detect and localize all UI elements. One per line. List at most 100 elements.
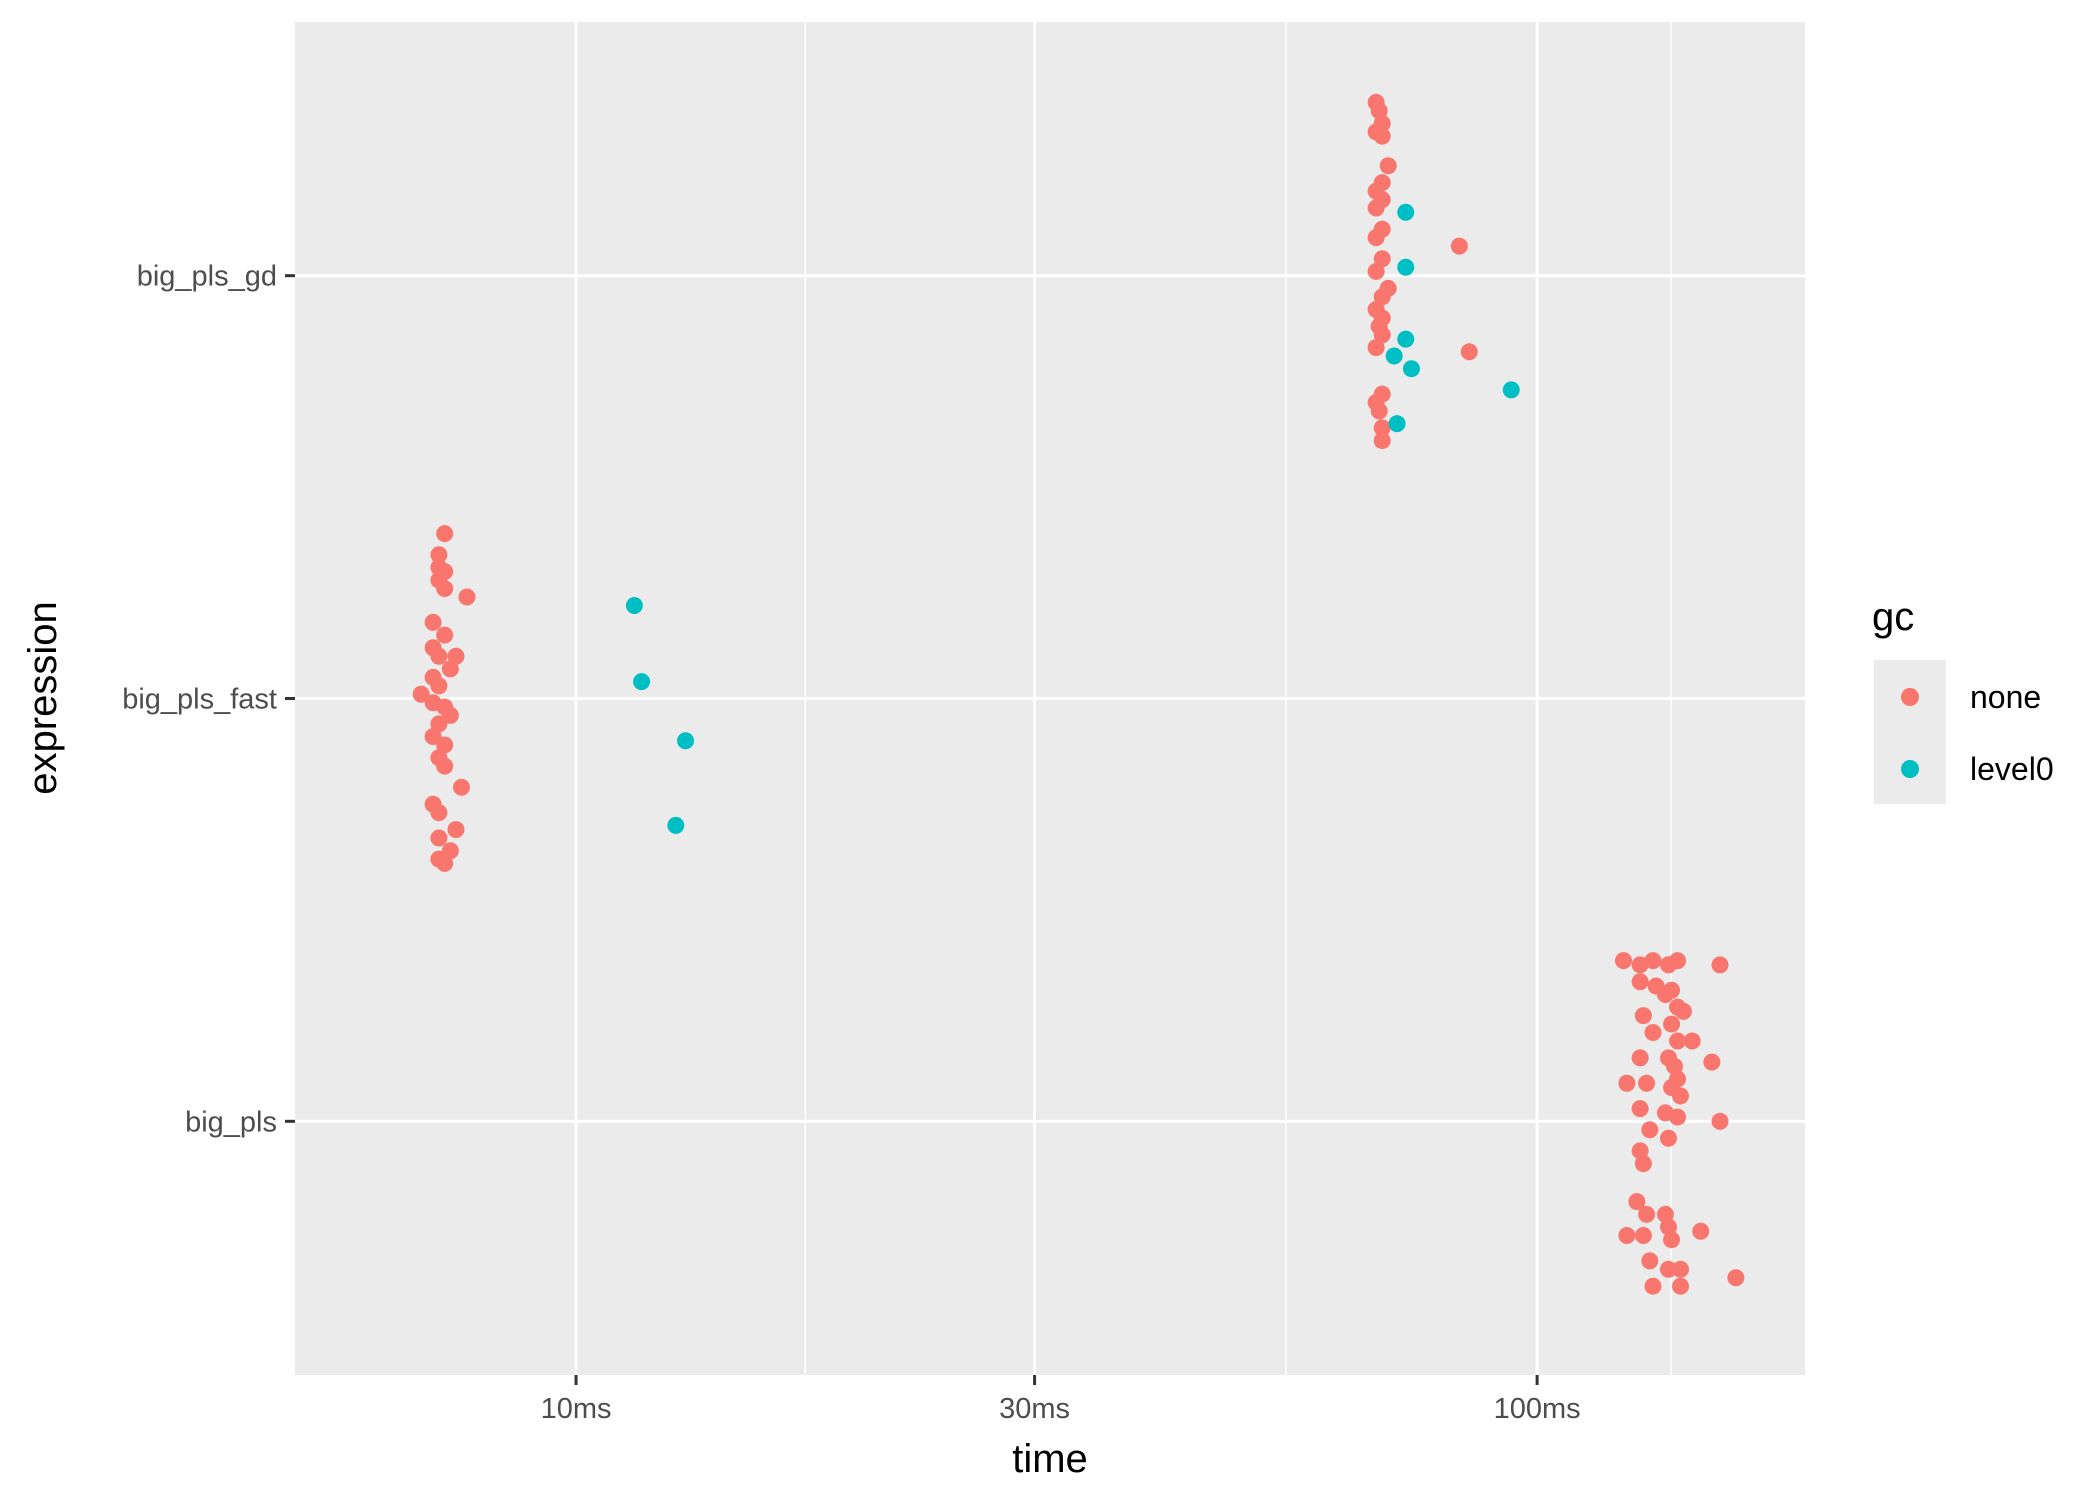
data-point-level0 xyxy=(1397,203,1415,221)
data-point-none xyxy=(1641,1252,1659,1270)
data-point-none xyxy=(1659,1129,1677,1147)
data-point-none xyxy=(436,757,454,775)
data-point-none xyxy=(1692,1222,1710,1240)
legend-key-none xyxy=(1901,688,1919,706)
data-point-none xyxy=(1450,237,1468,255)
data-point-none xyxy=(1669,1032,1687,1050)
data-point-none xyxy=(1634,1226,1652,1244)
data-point-level0 xyxy=(1397,258,1415,276)
data-point-none xyxy=(1672,1277,1690,1295)
data-point-none xyxy=(1656,1205,1674,1223)
data-point-none xyxy=(1644,952,1662,970)
data-point-none xyxy=(1666,1057,1684,1075)
data-point-none xyxy=(1460,343,1478,361)
data-point-none xyxy=(1373,419,1391,437)
data-point-none xyxy=(424,613,442,631)
data-point-none xyxy=(1631,973,1649,991)
legend-label-level0: level0 xyxy=(1970,751,2054,787)
data-point-none xyxy=(1367,339,1385,357)
data-point-none xyxy=(1373,127,1391,145)
data-point-none xyxy=(430,804,448,822)
data-point-none xyxy=(452,778,470,796)
data-point-none xyxy=(1644,1277,1662,1295)
data-point-none xyxy=(1669,952,1687,970)
data-point-none xyxy=(1631,1100,1649,1118)
data-point-none xyxy=(447,647,465,665)
y-axis-title: expression xyxy=(21,601,65,794)
data-point-none xyxy=(1373,250,1391,268)
data-point-none xyxy=(1683,1032,1701,1050)
y-tick-label: big_pls xyxy=(185,1106,277,1138)
data-point-none xyxy=(1638,1074,1656,1092)
data-point-none xyxy=(1618,1226,1636,1244)
data-point-none xyxy=(1634,1007,1652,1025)
legend-title: gc xyxy=(1872,595,1914,639)
data-point-none xyxy=(1727,1269,1745,1287)
data-point-level0 xyxy=(1397,330,1415,348)
data-point-none xyxy=(1711,956,1729,974)
data-point-level0 xyxy=(1385,347,1403,365)
data-point-none xyxy=(1711,1112,1729,1130)
data-point-none xyxy=(1674,1002,1692,1020)
legend: gc none level0 xyxy=(1872,595,2054,804)
data-point-none xyxy=(1669,1108,1687,1126)
y-tick-label: big_pls_fast xyxy=(122,684,277,716)
data-point-none xyxy=(1703,1053,1721,1071)
data-point-none xyxy=(1631,1049,1649,1067)
data-point-none xyxy=(430,546,448,564)
data-point-none xyxy=(1370,402,1388,420)
data-point-none xyxy=(1634,1155,1652,1173)
y-tick-label: big_pls_gd xyxy=(137,261,277,293)
x-tick-label: 10ms xyxy=(541,1393,612,1425)
data-point-none xyxy=(1638,1205,1656,1223)
data-point-none xyxy=(447,821,465,839)
data-point-none xyxy=(1367,229,1385,247)
data-point-none xyxy=(430,647,448,665)
data-point-none xyxy=(1656,985,1674,1003)
data-point-none xyxy=(1373,326,1391,344)
data-point-none xyxy=(441,660,459,678)
legend-key-level0 xyxy=(1901,760,1919,778)
legend-key-background xyxy=(1874,660,1946,804)
grid-lines xyxy=(295,22,1805,1375)
data-point-level0 xyxy=(1402,360,1420,378)
data-point-level0 xyxy=(677,732,695,750)
data-point-none xyxy=(1644,1024,1662,1042)
data-point-none xyxy=(430,677,448,695)
data-point-level0 xyxy=(625,596,643,614)
data-point-none xyxy=(1672,1087,1690,1105)
data-points xyxy=(412,93,1745,1295)
data-point-none xyxy=(412,685,430,703)
data-point-none xyxy=(1373,288,1391,306)
data-point-none xyxy=(1663,1231,1681,1249)
x-axis-title: time xyxy=(1012,1437,1088,1481)
data-point-none xyxy=(1659,1260,1677,1278)
data-point-none xyxy=(1367,199,1385,217)
x-axis: 10ms 30ms 100ms xyxy=(541,1375,1581,1425)
x-tick-label: 100ms xyxy=(1494,1393,1581,1425)
data-point-none xyxy=(1631,956,1649,974)
data-point-level0 xyxy=(667,816,685,834)
data-point-none xyxy=(1370,102,1388,120)
data-point-none xyxy=(1641,1121,1659,1139)
data-point-none xyxy=(436,525,454,543)
data-point-none xyxy=(1618,1074,1636,1092)
data-point-none xyxy=(1373,432,1391,450)
data-point-none xyxy=(430,715,448,733)
legend-label-none: none xyxy=(1970,679,2041,715)
data-point-none xyxy=(1628,1193,1646,1211)
data-point-none xyxy=(1663,1015,1681,1033)
data-point-none xyxy=(1672,1260,1690,1278)
data-point-none xyxy=(436,854,454,872)
data-point-none xyxy=(1615,952,1633,970)
y-axis: big_pls big_pls_fast big_pls_gd xyxy=(122,261,295,1138)
data-point-none xyxy=(1367,262,1385,280)
data-point-none xyxy=(436,580,454,598)
data-point-none xyxy=(436,736,454,754)
data-point-none xyxy=(1379,157,1397,175)
data-point-none xyxy=(436,626,454,644)
data-point-level0 xyxy=(1388,415,1406,433)
data-point-level0 xyxy=(1502,381,1520,399)
x-tick-label: 30ms xyxy=(999,1393,1070,1425)
